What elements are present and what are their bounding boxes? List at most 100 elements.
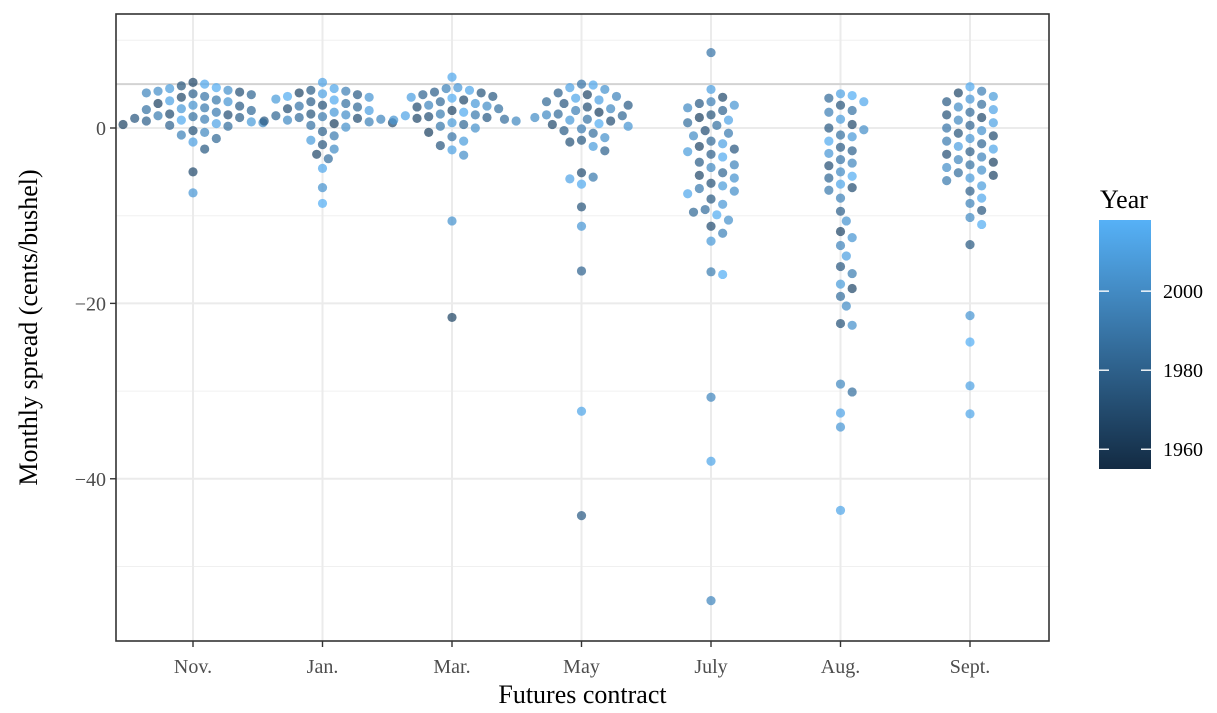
data-point-jan bbox=[329, 95, 339, 105]
data-point-may bbox=[582, 90, 592, 100]
data-point-may bbox=[594, 95, 604, 105]
data-point-jan bbox=[323, 154, 333, 164]
data-point-july bbox=[718, 92, 728, 102]
data-point-nov bbox=[200, 127, 210, 137]
data-point-sept bbox=[965, 337, 975, 347]
data-point-nov bbox=[188, 77, 198, 87]
data-point-july bbox=[706, 178, 716, 188]
legend-ticks: 1960 1980 2000 bbox=[1099, 281, 1203, 461]
data-point-sept bbox=[977, 193, 987, 203]
data-point-nov bbox=[176, 115, 186, 125]
data-point-aug bbox=[824, 93, 834, 103]
data-point-jan bbox=[271, 111, 281, 121]
data-point-sept bbox=[965, 173, 975, 183]
data-point-aug bbox=[835, 154, 846, 165]
data-point-jan bbox=[329, 131, 339, 141]
data-point-july bbox=[712, 120, 722, 130]
data-point-july bbox=[706, 267, 716, 277]
major-gridlines bbox=[116, 14, 1049, 641]
data-point-nov bbox=[246, 117, 256, 127]
data-point-aug bbox=[847, 283, 857, 294]
data-point-sept bbox=[965, 198, 975, 209]
data-point-july bbox=[706, 162, 716, 173]
data-point-july bbox=[723, 215, 734, 225]
data-point-sept bbox=[977, 139, 987, 149]
data-point-may bbox=[576, 135, 587, 145]
data-point-aug bbox=[824, 161, 834, 171]
x-tick-label: Aug. bbox=[821, 656, 860, 678]
data-point-mar bbox=[447, 145, 457, 155]
data-point-jan bbox=[352, 113, 363, 123]
data-point-july bbox=[712, 210, 722, 220]
data-point-may bbox=[594, 119, 604, 129]
data-point-may bbox=[617, 111, 627, 121]
data-point-july bbox=[706, 456, 716, 466]
data-point-nov bbox=[200, 79, 210, 89]
data-point-aug bbox=[859, 125, 869, 135]
data-point-aug bbox=[847, 132, 857, 142]
data-point-jan bbox=[341, 110, 351, 120]
data-point-jan bbox=[271, 94, 281, 104]
data-point-may bbox=[582, 114, 592, 124]
data-point-jan bbox=[341, 86, 351, 96]
data-point-july bbox=[723, 115, 734, 125]
data-point-jan bbox=[306, 97, 316, 107]
data-point-mar bbox=[470, 123, 480, 133]
data-point-may bbox=[565, 83, 575, 93]
data-point-aug bbox=[835, 408, 846, 418]
data-point-aug bbox=[835, 206, 846, 216]
data-point-jan bbox=[306, 109, 316, 119]
data-point-mar bbox=[429, 87, 440, 97]
data-point-nov bbox=[211, 133, 221, 144]
data-point-jan bbox=[317, 198, 328, 209]
data-point-nov bbox=[200, 144, 210, 154]
x-axis-title: Futures contract bbox=[498, 680, 667, 709]
data-point-may bbox=[606, 104, 616, 114]
data-point-july bbox=[700, 126, 710, 136]
data-point-aug bbox=[835, 130, 846, 140]
data-point-jan bbox=[317, 112, 328, 122]
data-point-sept bbox=[965, 133, 975, 144]
data-point-sept bbox=[977, 205, 987, 216]
data-point-aug bbox=[835, 261, 846, 272]
y-tick-label: −40 bbox=[75, 469, 106, 491]
data-point-sept bbox=[977, 181, 987, 191]
data-point-may bbox=[576, 179, 587, 189]
data-point-nov bbox=[130, 113, 140, 123]
data-point-jan bbox=[306, 120, 316, 130]
data-point-jan bbox=[341, 98, 351, 109]
data-point-sept bbox=[953, 128, 963, 138]
data-point-july bbox=[729, 160, 739, 170]
data-point-nov bbox=[188, 100, 198, 110]
data-point-nov bbox=[235, 101, 245, 111]
data-point-may bbox=[576, 266, 587, 276]
data-point-aug bbox=[835, 167, 846, 177]
data-point-july bbox=[729, 100, 739, 110]
data-point-nov bbox=[200, 103, 210, 113]
data-point-aug bbox=[847, 90, 857, 101]
data-point-mar bbox=[470, 98, 480, 109]
data-point-nov bbox=[165, 109, 175, 119]
data-point-sept bbox=[977, 112, 987, 123]
data-point-july bbox=[706, 194, 716, 204]
data-point-mar bbox=[435, 121, 445, 131]
data-point-may bbox=[559, 98, 569, 109]
data-point-july bbox=[729, 186, 739, 196]
data-point-jan bbox=[294, 101, 304, 111]
data-point-mar bbox=[499, 114, 510, 124]
data-point-nov bbox=[141, 116, 151, 126]
data-point-aug bbox=[859, 97, 869, 107]
data-point-sept bbox=[953, 102, 963, 112]
data-point-sept bbox=[953, 88, 963, 98]
data-point-jan bbox=[282, 115, 293, 125]
data-point-nov bbox=[176, 81, 186, 91]
data-point-aug bbox=[835, 291, 846, 301]
data-point-sept bbox=[977, 219, 987, 230]
data-point-may bbox=[571, 93, 581, 103]
data-point-sept bbox=[988, 118, 998, 128]
data-point-mar bbox=[459, 136, 469, 146]
data-point-jan bbox=[282, 104, 293, 114]
data-point-jan bbox=[259, 116, 269, 126]
data-point-may bbox=[600, 84, 610, 95]
data-point-nov bbox=[141, 104, 151, 115]
